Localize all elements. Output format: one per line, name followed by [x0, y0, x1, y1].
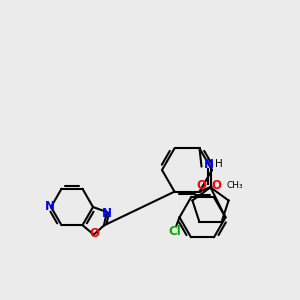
Text: N: N [45, 200, 55, 214]
Text: O: O [212, 179, 221, 192]
Text: O: O [89, 227, 99, 240]
Text: H: H [214, 159, 222, 169]
Text: CH₃: CH₃ [226, 181, 243, 190]
Text: O: O [196, 179, 206, 192]
Text: Cl: Cl [168, 225, 181, 238]
Text: N: N [102, 206, 112, 220]
Text: N: N [203, 158, 214, 171]
